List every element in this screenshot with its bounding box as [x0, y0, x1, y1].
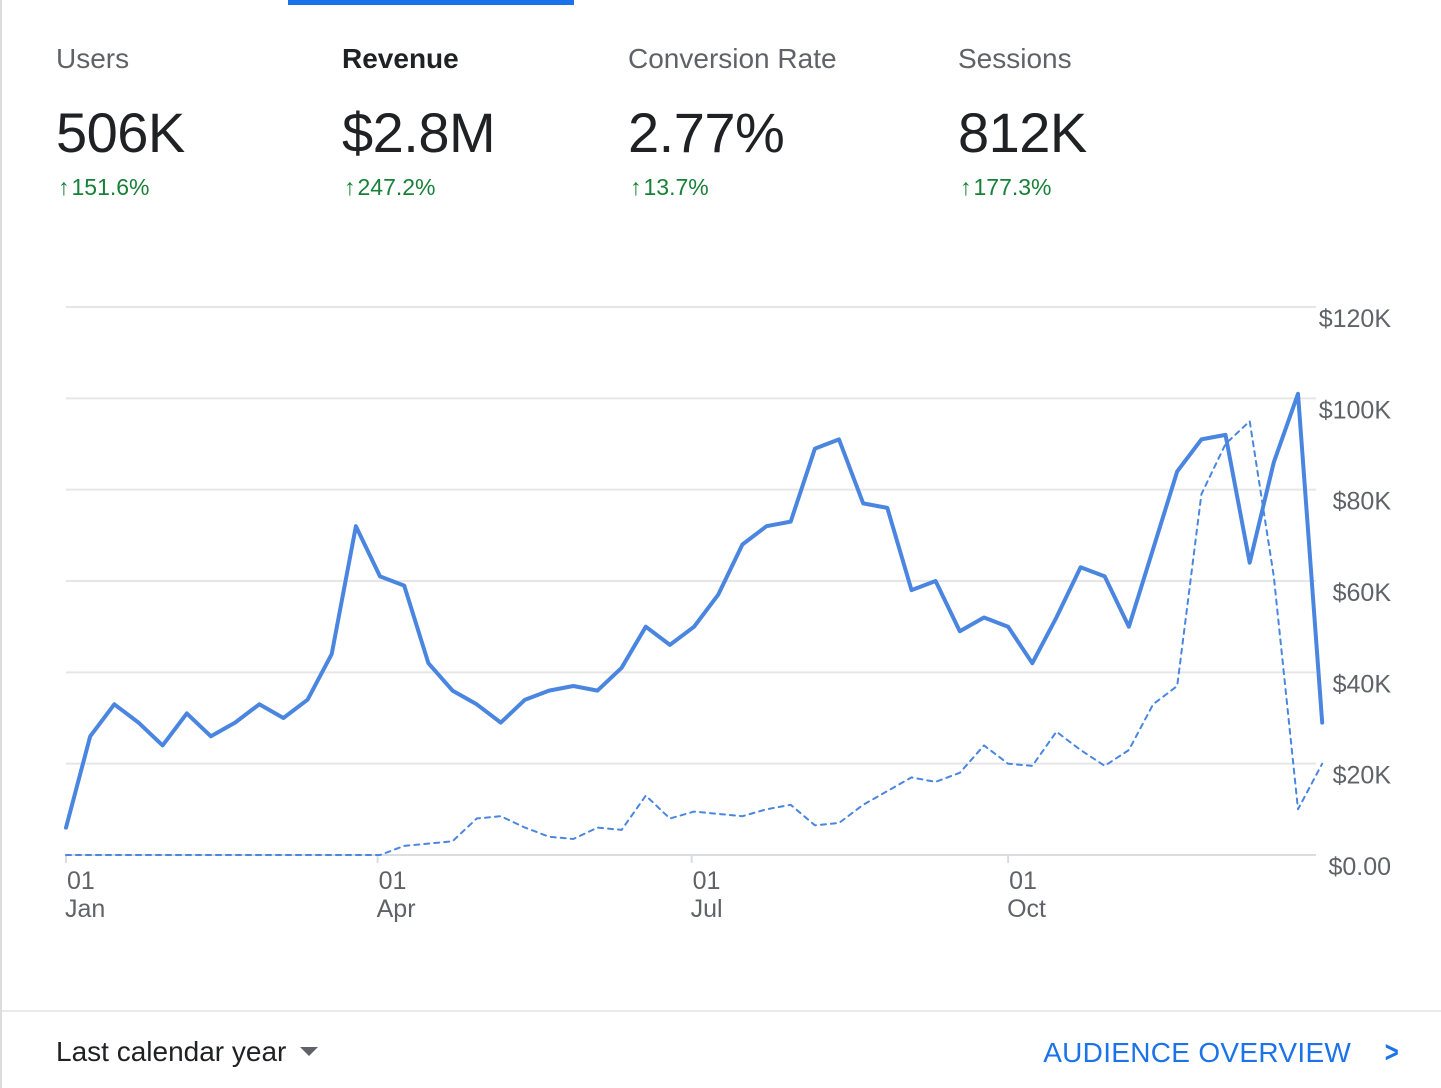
chart-series [64, 391, 1325, 856]
x-tick-month: Oct [1007, 895, 1046, 923]
y-tick-label: $0.00 [1328, 853, 1391, 881]
metric-change: ↑247.2% [344, 174, 436, 201]
caret-down-icon [300, 1047, 319, 1057]
up-arrow-icon: ↑ [630, 174, 642, 200]
tab-conversion-rate[interactable]: Conversion Rate 2.77% ↑13.7% [628, 0, 928, 215]
tab-sessions[interactable]: Sessions 812K ↑177.3% [958, 0, 1198, 215]
x-tick-month: Jul [691, 895, 723, 923]
y-tick-label: $100K [1319, 396, 1392, 424]
x-tick-month: Apr [377, 895, 416, 923]
metric-change-value: 151.6% [71, 174, 150, 200]
y-tick-label: $60K [1333, 579, 1392, 607]
x-tick-day: 01 [379, 867, 407, 895]
audience-overview-label: AUDIENCE OVERVIEW [1043, 1037, 1352, 1068]
up-arrow-icon: ↑ [58, 174, 70, 200]
tab-indicator [56, 0, 286, 5]
metric-label: Revenue [342, 43, 459, 74]
metric-change: ↑151.6% [58, 174, 150, 201]
chart-grid [65, 306, 1316, 863]
metric-change: ↑13.7% [630, 174, 709, 201]
tab-indicator [628, 0, 928, 5]
x-tick-month: Jan [65, 895, 105, 923]
metric-change-value: 13.7% [643, 174, 709, 200]
tab-users[interactable]: Users 506K ↑151.6% [56, 0, 286, 215]
y-tick-label: $80K [1333, 488, 1392, 516]
x-tick-day: 01 [1009, 867, 1037, 895]
audience-overview-link[interactable]: AUDIENCE OVERVIEW > [1043, 1036, 1401, 1070]
up-arrow-icon: ↑ [960, 174, 972, 200]
metric-label: Users [56, 43, 130, 74]
revenue-series-line [64, 391, 1325, 830]
y-tick-label: $20K [1333, 762, 1392, 790]
metric-change-value: 247.2% [357, 174, 436, 200]
metric-value: $2.8M [342, 101, 496, 164]
metric-tabs: Users 506K ↑151.6% Revenue $2.8M ↑247.2%… [0, 0, 1441, 230]
y-axis-labels: $0.00 $20K $40K $60K $80K $100K $120K [1319, 305, 1392, 881]
x-tick-day: 01 [693, 867, 721, 895]
y-tick-label: $40K [1333, 670, 1392, 698]
tab-indicator [288, 0, 574, 5]
tab-revenue[interactable]: Revenue $2.8M ↑247.2% [288, 0, 574, 215]
up-arrow-icon: ↑ [344, 174, 356, 200]
date-range-label: Last calendar year [56, 1036, 287, 1067]
metric-change-value: 177.3% [973, 174, 1052, 200]
metric-label: Sessions [958, 43, 1072, 74]
tab-indicator [958, 0, 1198, 5]
metric-change: ↑177.3% [960, 174, 1052, 201]
metric-value: 812K [958, 101, 1087, 164]
metric-value: 2.77% [628, 101, 785, 164]
x-tick-day: 01 [67, 867, 95, 895]
y-tick-label: $120K [1319, 305, 1392, 333]
metric-label: Conversion Rate [628, 43, 837, 74]
comparison-series-line [65, 420, 1324, 856]
chevron-right-icon: > [1384, 1036, 1400, 1069]
card-border [0, 0, 2, 1088]
date-range-dropdown[interactable]: Last calendar year [56, 1036, 319, 1068]
metric-value: 506K [56, 101, 185, 164]
footer-divider [2, 1010, 1441, 1012]
revenue-line-chart: $0.00$20K$40K$60K$80K$100K$120K 01Jan01A… [64, 305, 1392, 923]
